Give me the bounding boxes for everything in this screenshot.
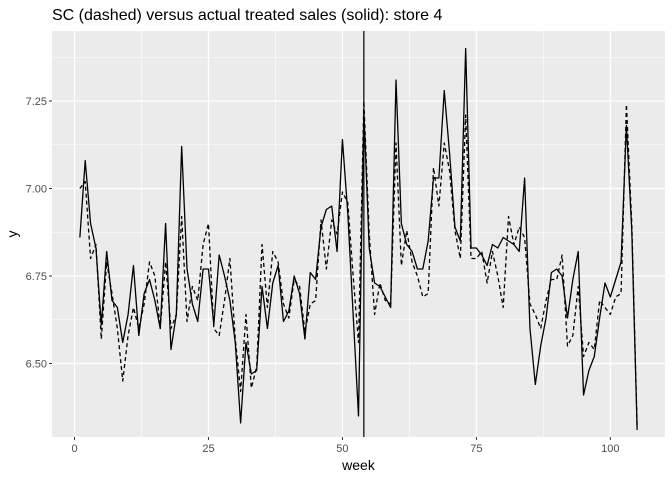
y-axis-title: y bbox=[4, 231, 20, 238]
y-tick-label: 6.50 bbox=[26, 359, 47, 371]
series-lines bbox=[79, 31, 638, 437]
plot-panel bbox=[52, 31, 665, 437]
x-tick-label: 100 bbox=[601, 443, 619, 455]
axis-ticks: 0 25 50 75 100 6.50 6.75 7.00 7.25 bbox=[26, 96, 620, 455]
y-tick-label: 6.75 bbox=[26, 271, 47, 283]
x-axis-title: week bbox=[341, 457, 376, 473]
y-tick-label: 7.00 bbox=[26, 184, 47, 196]
grid bbox=[52, 31, 665, 437]
series-line-actual-solid bbox=[79, 47, 638, 431]
x-tick-label: 75 bbox=[470, 443, 482, 455]
chart-title: SC (dashed) versus actual treated sales … bbox=[52, 7, 443, 24]
x-tick-label: 25 bbox=[202, 443, 214, 455]
y-tick-label: 7.25 bbox=[26, 96, 47, 108]
x-tick-label: 50 bbox=[336, 443, 348, 455]
x-tick-label: 0 bbox=[71, 443, 77, 455]
series-line-sc-dashed bbox=[79, 100, 638, 427]
